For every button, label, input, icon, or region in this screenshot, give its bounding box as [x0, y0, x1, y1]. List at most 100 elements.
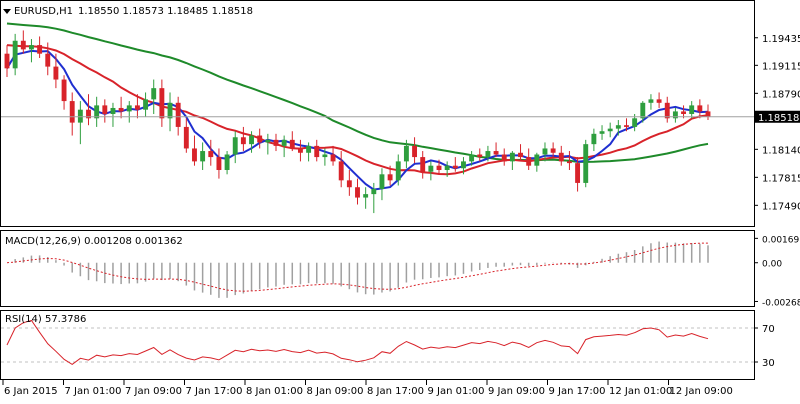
candle-bear: [273, 139, 279, 146]
candle-bull: [640, 102, 646, 119]
candle-bull: [167, 102, 173, 119]
current-price-tag: [755, 110, 800, 123]
candle-bull: [224, 154, 230, 170]
time-tick-label: 12 Jan 01:00: [609, 386, 672, 397]
time-tick-label: 8 Jan 17:00: [367, 386, 424, 397]
macd-tick-label: -0.002686: [762, 298, 800, 308]
candle-bull: [672, 111, 678, 119]
candle-bear: [134, 105, 140, 110]
candle-bear: [314, 145, 320, 158]
rsi-tick-label: 30: [762, 358, 775, 369]
candle-bear: [208, 151, 214, 158]
candle-bear: [192, 148, 197, 162]
candle-bull: [143, 99, 149, 110]
ma-fast-line: [6, 49, 709, 191]
time-tick-label: 9 Jan 01:00: [428, 386, 485, 397]
candle-bear: [518, 152, 523, 158]
candle-bear: [477, 154, 483, 158]
candle-bull: [403, 145, 409, 162]
macd-indicator: [6, 241, 709, 298]
candle-bull: [12, 40, 18, 69]
time-tick-label: 9 Jan 17:00: [549, 386, 606, 397]
candle-bear: [183, 126, 189, 149]
candle-bear: [216, 157, 222, 170]
candle-bull: [591, 133, 597, 145]
candle-bull: [379, 174, 385, 189]
ma-mid-line: [6, 44, 709, 176]
rsi-line: [6, 319, 709, 366]
candle-bear: [501, 154, 507, 162]
time-tick-label: 8 Jan 09:00: [307, 386, 364, 397]
ma-slow-line: [6, 22, 709, 163]
candle-bull: [485, 151, 491, 158]
candle-bear: [493, 151, 499, 155]
candle-bear: [45, 53, 51, 67]
candle-bull: [322, 154, 328, 158]
candle-bear: [624, 125, 629, 127]
candle-bull: [281, 139, 287, 146]
candle-bear: [550, 148, 556, 153]
candle-bear: [705, 111, 711, 117]
time-tick-label: 8 Jan 01:00: [246, 386, 303, 397]
candle-bear: [20, 40, 26, 50]
candle-bear: [355, 187, 360, 198]
time-tick-label: 6 Jan 2015: [4, 386, 58, 397]
ohlc-values: 1.18550 1.18573 1.18485 1.18518: [78, 6, 253, 17]
candle-bear: [558, 152, 564, 162]
candle-bear: [240, 137, 246, 145]
candle-bear: [118, 107, 124, 112]
candle-bull: [509, 152, 515, 162]
candle-bull: [632, 118, 638, 127]
candle-bear: [412, 145, 418, 158]
rsi-label: RSI(14) 57.3786: [5, 314, 86, 325]
candle-bull: [126, 105, 132, 112]
time-tick-label: 12 Jan 09:00: [670, 386, 733, 397]
candle-bear: [102, 105, 108, 114]
candle-bull: [534, 154, 540, 166]
candle-bear: [452, 165, 458, 169]
candle-bull: [395, 161, 401, 181]
candle-bear: [436, 165, 442, 170]
candle-bull: [29, 45, 34, 50]
collapse-triangle-icon[interactable]: [3, 9, 11, 14]
candle-bull: [583, 144, 589, 183]
rsi-tick-label: 70: [762, 324, 775, 335]
candle-bear: [664, 102, 670, 119]
candle-bull: [599, 131, 605, 134]
candle-bear: [257, 135, 263, 143]
candle-bull: [469, 154, 475, 162]
price-tick-label: 1.18140: [762, 145, 800, 156]
macd-label: MACD(12,26,9) 0.001208 0.001362: [5, 236, 183, 247]
moving-averages: [6, 22, 709, 191]
macd-tick-label: 0.00169: [762, 235, 799, 245]
candle-bear: [86, 109, 91, 119]
time-tick-label: 7 Jan 17:00: [186, 386, 243, 397]
candle-bull: [249, 135, 254, 145]
candle-bear: [289, 139, 295, 149]
rsi-pane-frame: [0, 310, 755, 380]
candle-bear: [37, 45, 43, 54]
candle-bear: [330, 154, 336, 162]
candle-bull: [151, 88, 157, 100]
candle-bull: [444, 165, 450, 170]
candle-bull: [363, 194, 369, 198]
candle-bear: [61, 79, 67, 102]
candle-bear: [566, 161, 572, 164]
price-tick-label: 1.17490: [762, 201, 800, 212]
candle-bull: [689, 105, 695, 114]
candle-bear: [681, 111, 686, 114]
candle-bull: [94, 105, 100, 119]
price-tick-label: 1.19115: [762, 61, 800, 72]
candle-bull: [615, 125, 621, 129]
macd-pane-frame: [0, 230, 755, 307]
price-tick-label: 1.18790: [762, 89, 800, 100]
candlesticks: [4, 30, 711, 214]
candle-bear: [387, 174, 393, 181]
candle-bull: [648, 99, 654, 103]
candle-bear: [575, 163, 581, 183]
price-tick-label: 1.17815: [762, 173, 800, 184]
axis-labels: 1.19435 1.19115 1.18790 1.18140 1.17815 1.174…: [2, 34, 800, 397]
time-tick-label: 7 Jan 09:00: [125, 386, 182, 397]
